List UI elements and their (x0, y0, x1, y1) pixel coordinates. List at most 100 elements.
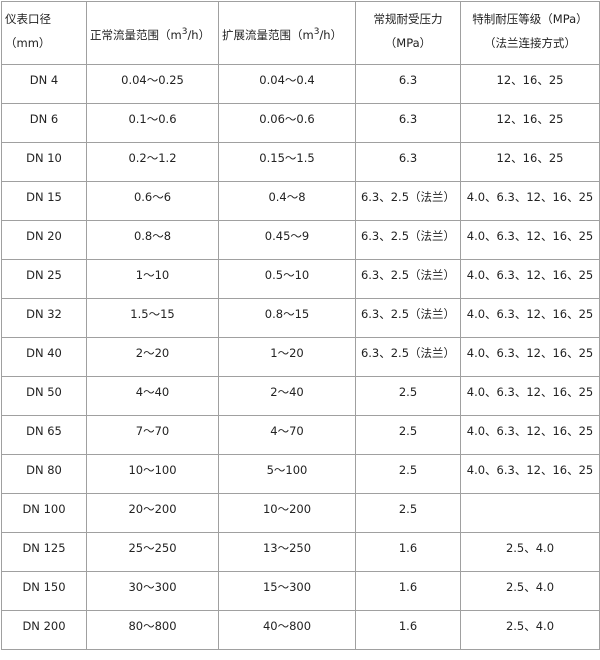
cell-extended-flow: 0.45～9 (218, 220, 356, 260)
table-row: DN 150 30～300 15～300 1.6 2.5、4.0 (1, 571, 600, 611)
cell-normal-flow: 7～70 (86, 415, 219, 455)
cell-special-pressure: 4.0、6.3、12、16、25 (460, 298, 600, 338)
cell-special-pressure: 12、16、25 (460, 64, 600, 104)
cell-special-pressure: 2.5、4.0 (460, 571, 600, 611)
cell-normal-pressure: 2.5 (355, 376, 461, 416)
cell-diameter: DN 6 (1, 103, 87, 143)
cell-normal-pressure: 2.5 (355, 415, 461, 455)
table-header-row: 仪表口径（mm） 正常流量范围（m3/h） 扩展流量范围（m3/h） 常规耐受压… (1, 1, 600, 65)
cell-diameter: DN 4 (1, 64, 87, 104)
table-row: DN 15 0.6～6 0.4～8 6.3、2.5（法兰） 4.0、6.3、12、16、… (1, 181, 600, 221)
cell-special-pressure: 4.0、6.3、12、16、25 (460, 454, 600, 494)
cell-normal-pressure: 6.3 (355, 103, 461, 143)
cell-diameter: DN 32 (1, 298, 87, 338)
cell-normal-pressure: 2.5 (355, 493, 461, 533)
cell-normal-pressure: 2.5 (355, 454, 461, 494)
cell-normal-pressure: 6.3 (355, 64, 461, 104)
cell-diameter: DN 40 (1, 337, 87, 377)
table-row: DN 10 0.2～1.2 0.15～1.5 6.3 12、16、25 (1, 142, 600, 182)
table-row: DN 80 10～100 5～100 2.5 4.0、6.3、12、16、25 (1, 454, 600, 494)
table-row: DN 4 0.04～0.25 0.04～0.4 6.3 12、16、25 (1, 64, 600, 104)
header-superscript: 3 (313, 26, 320, 37)
cell-normal-pressure: 1.6 (355, 571, 461, 611)
cell-diameter: DN 100 (1, 493, 87, 533)
table-row: DN 20 0.8～8 0.45～9 6.3、2.5（法兰） 4.0、6.3、12、16… (1, 220, 600, 260)
table-row: DN 25 1～10 0.5～10 6.3、2.5（法兰） 4.0、6.3、12、16、… (1, 259, 600, 299)
cell-extended-flow: 2～40 (218, 376, 356, 416)
cell-normal-flow: 10～100 (86, 454, 219, 494)
cell-normal-flow: 80～800 (86, 610, 219, 650)
cell-special-pressure (460, 493, 600, 533)
cell-normal-pressure: 1.6 (355, 532, 461, 572)
cell-extended-flow: 15～300 (218, 571, 356, 611)
cell-special-pressure: 2.5、4.0 (460, 610, 600, 650)
cell-normal-pressure: 6.3、2.5（法兰） (355, 181, 461, 221)
cell-extended-flow: 0.8～15 (218, 298, 356, 338)
cell-extended-flow: 0.15～1.5 (218, 142, 356, 182)
header-text: 正常流量范围（m (90, 27, 182, 42)
cell-extended-flow: 0.06～0.6 (218, 103, 356, 143)
cell-diameter: DN 200 (1, 610, 87, 650)
table-row: DN 40 2～20 1～20 6.3、2.5（法兰） 4.0、6.3、12、16、25 (1, 337, 600, 377)
cell-special-pressure: 4.0、6.3、12、16、25 (460, 337, 600, 377)
cell-special-pressure: 12、16、25 (460, 142, 600, 182)
cell-normal-pressure: 6.3、2.5（法兰） (355, 337, 461, 377)
cell-normal-flow: 0.8～8 (86, 220, 219, 260)
cell-normal-pressure: 6.3、2.5（法兰） (355, 298, 461, 338)
cell-special-pressure: 12、16、25 (460, 103, 600, 143)
header-text: /h） (187, 27, 211, 42)
cell-extended-flow: 10～200 (218, 493, 356, 533)
table-row: DN 125 25～250 13～250 1.6 2.5、4.0 (1, 532, 600, 572)
cell-extended-flow: 4～70 (218, 415, 356, 455)
cell-special-pressure: 4.0、6.3、12、16、25 (460, 181, 600, 221)
cell-normal-flow: 0.2～1.2 (86, 142, 219, 182)
cell-normal-flow: 2～20 (86, 337, 219, 377)
table-row: DN 50 4～40 2～40 2.5 4.0、6.3、12、16、25 (1, 376, 600, 416)
header-superscript: 3 (181, 26, 188, 37)
cell-special-pressure: 4.0、6.3、12、16、25 (460, 259, 600, 299)
header-normal-flow: 正常流量范围（m3/h） (86, 1, 219, 65)
cell-diameter: DN 15 (1, 181, 87, 221)
cell-normal-flow: 1.5～15 (86, 298, 219, 338)
header-extended-flow: 扩展流量范围（m3/h） (218, 1, 356, 65)
cell-extended-flow: 40～800 (218, 610, 356, 650)
cell-normal-flow: 20～200 (86, 493, 219, 533)
cell-normal-flow: 0.04～0.25 (86, 64, 219, 104)
cell-diameter: DN 10 (1, 142, 87, 182)
cell-diameter: DN 25 (1, 259, 87, 299)
cell-extended-flow: 0.5～10 (218, 259, 356, 299)
table-row: DN 200 80～800 40～800 1.6 2.5、4.0 (1, 610, 600, 650)
cell-special-pressure: 4.0、6.3、12、16、25 (460, 415, 600, 455)
header-text: /h） (319, 27, 343, 42)
cell-normal-pressure: 6.3 (355, 142, 461, 182)
cell-diameter: DN 125 (1, 532, 87, 572)
header-diameter: 仪表口径（mm） (1, 1, 87, 65)
cell-diameter: DN 20 (1, 220, 87, 260)
cell-extended-flow: 5～100 (218, 454, 356, 494)
cell-normal-flow: 0.6～6 (86, 181, 219, 221)
table-row: DN 100 20～200 10～200 2.5 (1, 493, 600, 533)
cell-extended-flow: 13～250 (218, 532, 356, 572)
table-row: DN 6 0.1～0.6 0.06～0.6 6.3 12、16、25 (1, 103, 600, 143)
cell-normal-flow: 4～40 (86, 376, 219, 416)
cell-normal-flow: 0.1～0.6 (86, 103, 219, 143)
cell-special-pressure: 2.5、4.0 (460, 532, 600, 572)
cell-special-pressure: 4.0、6.3、12、16、25 (460, 376, 600, 416)
cell-normal-pressure: 6.3、2.5（法兰） (355, 220, 461, 260)
cell-extended-flow: 1～20 (218, 337, 356, 377)
cell-diameter: DN 80 (1, 454, 87, 494)
cell-extended-flow: 0.04～0.4 (218, 64, 356, 104)
cell-diameter: DN 150 (1, 571, 87, 611)
table-row: DN 65 7～70 4～70 2.5 4.0、6.3、12、16、25 (1, 415, 600, 455)
table-row: DN 32 1.5～15 0.8～15 6.3、2.5（法兰） 4.0、6.3、12、1… (1, 298, 600, 338)
cell-special-pressure: 4.0、6.3、12、16、25 (460, 220, 600, 260)
cell-normal-flow: 30～300 (86, 571, 219, 611)
cell-normal-flow: 25～250 (86, 532, 219, 572)
cell-normal-pressure: 6.3、2.5（法兰） (355, 259, 461, 299)
cell-normal-flow: 1～10 (86, 259, 219, 299)
cell-extended-flow: 0.4～8 (218, 181, 356, 221)
header-normal-pressure: 常规耐受压力（MPa） (355, 1, 461, 65)
cell-normal-pressure: 1.6 (355, 610, 461, 650)
cell-diameter: DN 50 (1, 376, 87, 416)
